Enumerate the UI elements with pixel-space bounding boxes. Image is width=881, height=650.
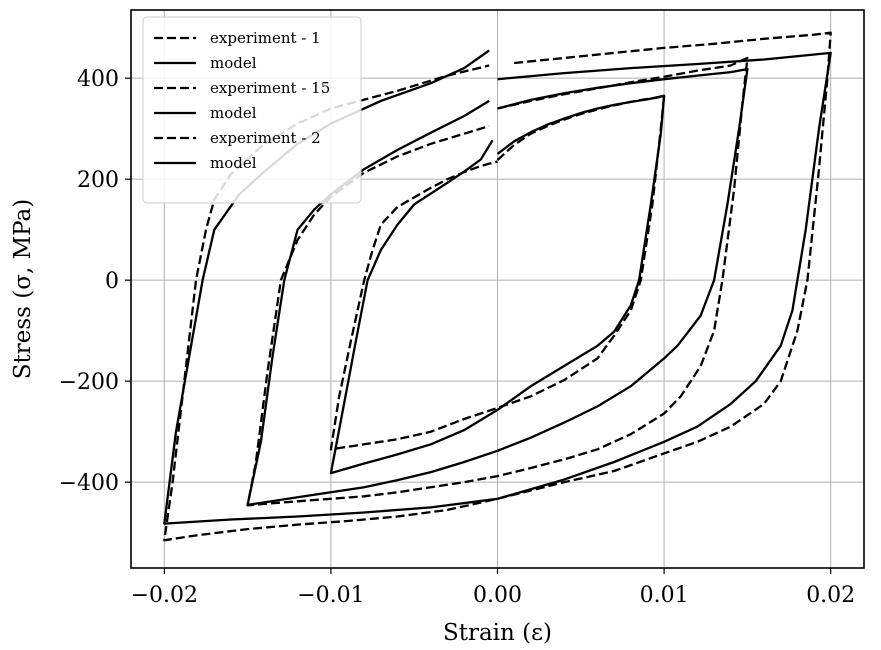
series-line-3 (246, 67, 749, 507)
legend-label-4: experiment - 2 (210, 129, 321, 147)
series-line-1 (329, 94, 666, 475)
y-tick-label: 400 (77, 67, 119, 92)
x-tick-label: −0.02 (131, 583, 198, 608)
y-tick-label: −200 (59, 370, 119, 395)
legend-label-1: model (210, 54, 257, 72)
x-tick-label: 0.00 (473, 583, 522, 608)
x-axis-label: Strain (ε) (443, 620, 552, 646)
legend-box (142, 16, 362, 204)
x-tick-label: 0.02 (806, 583, 855, 608)
legend-label-2: experiment - 15 (210, 79, 330, 97)
legend-label-3: model (210, 104, 257, 122)
y-tick-label: 200 (77, 168, 119, 193)
legend: experiment - 1 model experiment - 15 model e… (142, 16, 362, 204)
x-tick-label: −0.01 (297, 583, 364, 608)
y-axis-label: Stress (σ, MPa) (10, 199, 36, 380)
y-tick-label: 0 (105, 269, 119, 294)
legend-label-5: model (210, 154, 257, 172)
x-tick-label: 0.01 (640, 583, 689, 608)
series-line-0 (329, 94, 666, 451)
legend-label-0: experiment - 1 (210, 29, 321, 47)
axis-ticks: −0.02 −0.01 0.00 0.01 0.02 −400 −200 0 200 400 (59, 67, 856, 608)
y-tick-label: −400 (59, 471, 119, 496)
series-line-2 (246, 56, 749, 507)
